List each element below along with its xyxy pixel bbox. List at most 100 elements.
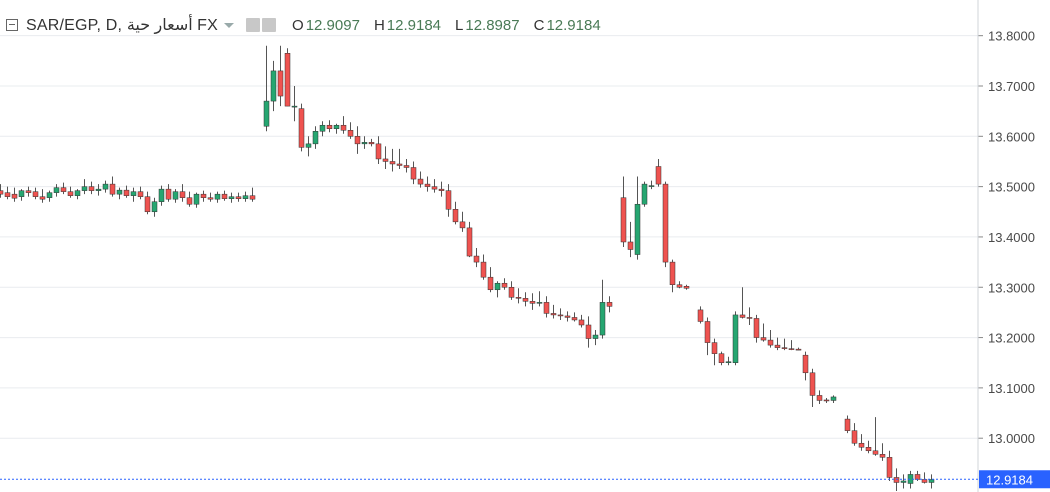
candle-down (0, 190, 4, 195)
y-tick-label: 13.1000 (988, 381, 1035, 396)
candle-down (326, 124, 333, 130)
candle-down (25, 190, 32, 193)
open-label: O (292, 16, 304, 34)
candle-up (641, 183, 648, 205)
candle-down (781, 347, 788, 349)
candle-down (88, 186, 95, 191)
candle-down (137, 191, 144, 197)
ohlc-close: C 12.9184 (534, 17, 601, 34)
candle-down (249, 195, 256, 200)
candle-up (732, 314, 739, 363)
candle-down (788, 348, 795, 350)
candle-up (81, 186, 88, 191)
candle-down (704, 321, 711, 343)
candle-down (277, 70, 284, 97)
candle-down (123, 189, 130, 196)
candle-down (851, 430, 858, 444)
candle-up (193, 193, 200, 205)
ohlc-low: L 12.8987 (455, 17, 520, 34)
candle-down (32, 191, 39, 197)
y-tick-label: 13.6000 (988, 129, 1035, 144)
candle-down (606, 302, 613, 307)
candle-down (144, 196, 151, 213)
candle-down (767, 339, 774, 346)
candle-up (361, 142, 368, 145)
candle-down (662, 183, 669, 263)
last-price-badge (979, 470, 1050, 489)
candle-up (158, 188, 165, 202)
candle-down (480, 261, 487, 278)
candle-down (389, 161, 396, 165)
candle-down (893, 477, 900, 483)
y-tick-label: 13.5000 (988, 180, 1035, 195)
candle-down (298, 108, 305, 148)
candle-down (627, 241, 634, 250)
candle-up (592, 334, 599, 339)
y-tick-label: 13.3000 (988, 280, 1035, 295)
candle-up (725, 361, 732, 363)
candle-down (452, 209, 459, 223)
symbol-title[interactable]: SAR/EGP, D, أسعار حية FX (26, 17, 219, 34)
candle-down (655, 166, 662, 185)
candle-down (165, 188, 172, 200)
candle-down (340, 124, 347, 131)
candle-down (529, 301, 536, 304)
candle-up (242, 195, 249, 199)
candle-up (312, 131, 319, 145)
low-value: 12.8987 (465, 16, 520, 34)
candle-up (74, 190, 81, 196)
candle-down (564, 315, 571, 318)
candle-down (816, 395, 823, 401)
low-label: L (455, 16, 464, 34)
visibility-icon[interactable] (246, 18, 261, 32)
candle-down (375, 143, 382, 160)
candle-down (683, 285, 690, 289)
candle-down (487, 276, 494, 291)
candle-up (151, 201, 158, 213)
candle-down (522, 298, 529, 302)
candle-down (865, 447, 872, 452)
candle-down (746, 317, 753, 319)
candle-up (116, 189, 123, 195)
candle-down (571, 317, 578, 321)
candle-down (235, 196, 242, 199)
candle-up (319, 124, 326, 132)
candle-down (543, 302, 550, 314)
collapse-legend-icon[interactable] (6, 19, 18, 31)
candle-up (214, 193, 221, 200)
candle-down (466, 227, 473, 257)
candle-down (403, 165, 410, 168)
candle-up (228, 196, 235, 199)
candle-down (739, 314, 746, 318)
candle-down (760, 337, 767, 341)
chevron-down-icon[interactable] (224, 22, 235, 28)
settings-icon[interactable] (262, 18, 277, 32)
high-label: H (373, 16, 385, 34)
candle-down (67, 191, 74, 196)
candle-down (844, 418, 851, 431)
candle-up (599, 302, 606, 336)
y-tick-label: 13.4000 (988, 230, 1035, 245)
candle-down (879, 454, 886, 458)
candle-down (823, 399, 830, 402)
candle-up (172, 191, 179, 200)
candle-down (39, 196, 46, 200)
y-tick-label: 13.2000 (988, 331, 1035, 346)
candle-down (809, 372, 816, 396)
candle-up (46, 192, 53, 198)
candle-up (270, 70, 277, 102)
candle-down (284, 53, 291, 107)
candle-down (515, 297, 522, 299)
candle-up (900, 480, 907, 483)
candle-down (410, 167, 417, 180)
candle-down (753, 318, 760, 338)
y-tick-label: 13.7000 (988, 79, 1035, 94)
candle-down (501, 282, 508, 288)
ohlc-high: H 12.9184 (374, 17, 441, 34)
candle-down (914, 474, 921, 480)
candle-up (95, 188, 102, 191)
close-label: C (533, 16, 545, 34)
candle-up (305, 143, 312, 148)
